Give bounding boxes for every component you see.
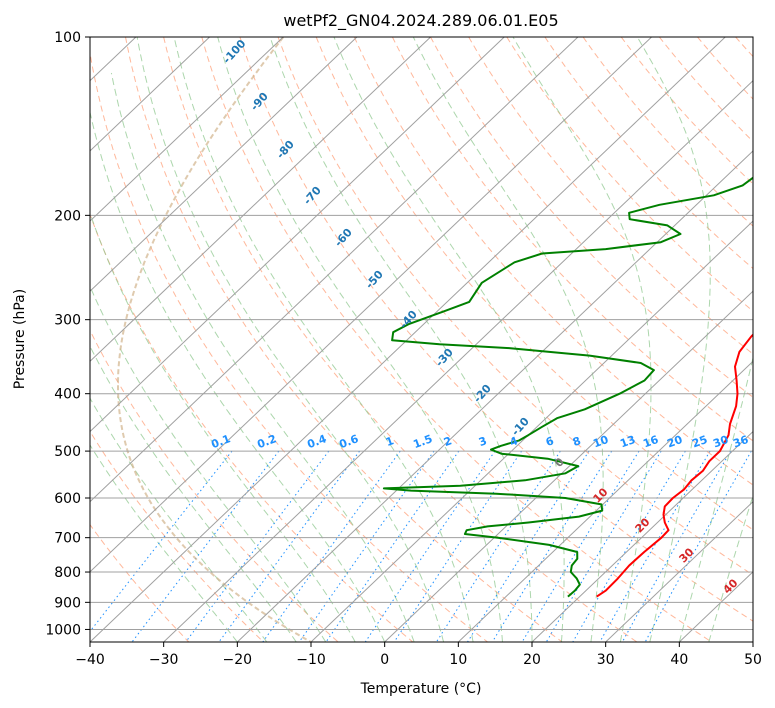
mixing-ratio-line [621, 450, 732, 642]
x-tick-label: −40 [75, 652, 105, 668]
dry-adiabat [582, 37, 753, 227]
isotherm-line [605, 500, 753, 642]
x-tick-label: 20 [523, 652, 541, 668]
mixing-ratio-label: 0.2 [255, 432, 278, 451]
special-isotherm [117, 37, 312, 642]
mixing-ratio-line [90, 450, 233, 633]
isotherm-line [384, 290, 753, 642]
plot-frame [89, 36, 754, 643]
isotherm-line [90, 37, 505, 433]
mixing-ratio-label: 0.1 [209, 432, 232, 451]
moist-adiabat [636, 37, 711, 642]
isotherm-line [531, 430, 753, 642]
dry-adiabat [315, 37, 753, 531]
x-tick-label: 50 [744, 652, 762, 668]
x-tick-label: 10 [449, 652, 467, 668]
y-tick-label: 700 [54, 531, 81, 547]
x-tick-label: 30 [597, 652, 615, 668]
isotherm-line [163, 80, 753, 642]
moist-adiabat [90, 444, 238, 642]
moist-adiabat [412, 37, 604, 642]
mixing-ratio-label: 4 [508, 434, 520, 449]
y-tick-label: 900 [54, 595, 81, 611]
mixing-ratio-label: 3 [477, 434, 489, 449]
dry-adiabat [353, 37, 753, 486]
isotherm-line [310, 220, 753, 642]
dewpoint-profile [382, 176, 753, 598]
mixing-ratio-label: 1.5 [411, 432, 434, 451]
isotherm-line [90, 37, 726, 642]
chart-title: wetPf2_GN04.2024.289.06.01.E05 [283, 11, 558, 31]
dry-adiabat [90, 212, 414, 642]
dry-adiabat [468, 37, 753, 355]
x-tick-label: −30 [149, 652, 179, 668]
mixing-ratio-line [218, 450, 361, 642]
isotherm-line [90, 37, 358, 292]
mixing-ratio-line [185, 450, 330, 642]
mixing-ratio-label: 0.6 [337, 432, 360, 451]
y-tick-label: 400 [54, 387, 81, 403]
moist-adiabat [90, 211, 356, 642]
x-tick-label: 40 [670, 652, 688, 668]
mixing-ratio-label: 6 [544, 434, 556, 449]
temperature-profile [596, 333, 753, 598]
mixing-ratio-label: 8 [571, 434, 583, 449]
dry-adiabat [506, 37, 753, 312]
mixing-ratio-label: 36 [731, 433, 750, 451]
dry-adiabat [90, 50, 488, 642]
isotherm-line [457, 360, 753, 642]
mixing-ratio-label: 2 [442, 434, 454, 449]
moist-adiabat [333, 37, 565, 642]
mixing-ratio-line [467, 450, 590, 642]
moist-adiabat [90, 109, 386, 642]
mixing-ratio-label: 10 [591, 433, 610, 451]
y-tick-label: 200 [54, 208, 81, 224]
moist-adiabat [512, 37, 652, 642]
isotherm-line [90, 37, 652, 573]
dry-adiabat [201, 37, 712, 642]
mixing-ratio-line [545, 450, 662, 642]
mixing-ratio-label: 13 [618, 433, 637, 450]
mixing-ratio-label: 25 [690, 433, 709, 450]
y-tick-label: 1000 [45, 622, 81, 638]
isotherm-line [90, 37, 284, 222]
isotherm-line [90, 37, 431, 363]
isotherm-line [90, 37, 579, 503]
x-tick-label: −10 [296, 652, 326, 668]
moist-adiabat [110, 72, 415, 642]
moist-adiabat [269, 37, 533, 642]
isotherm-line [236, 150, 753, 642]
isotherm-line [90, 37, 210, 152]
mixing-ratio-label: 30 [711, 433, 730, 451]
series-group [382, 176, 753, 598]
mixing-ratio-label: 0.4 [305, 432, 328, 451]
mixing-ratio-line [644, 450, 752, 642]
y-tick-label: 300 [54, 313, 81, 329]
moist-adiabat [217, 37, 503, 642]
x-axis: −40 −30 −20 −10 0 10 20 30 40 50 [75, 642, 762, 668]
x-tick-label: −20 [223, 652, 253, 668]
y-tick-label: 100 [54, 30, 81, 46]
y-axis-title: Pressure (hPa) [12, 289, 28, 389]
y-axis: 1000 900 800 700 600 500 400 300 200 100 [45, 30, 90, 638]
mixing-ratio-line [572, 450, 686, 642]
mixing-ratio-label: 16 [641, 433, 660, 451]
dry-adiabat [620, 37, 753, 185]
mixing-ratio-line [599, 450, 711, 642]
x-axis-title: Temperature (°C) [360, 681, 482, 697]
mixing-ratio-label: 20 [665, 433, 684, 451]
moist-adiabat [678, 355, 753, 642]
moist-adiabat [136, 37, 445, 642]
y-tick-label: 600 [54, 491, 81, 507]
x-tick-label: 0 [380, 652, 389, 668]
dry-adiabat [125, 37, 563, 642]
moist-adiabat [90, 397, 268, 642]
mixing-ratio-label: 1 [384, 434, 396, 449]
mixing-ratio-line [393, 450, 523, 642]
y-tick-label: 800 [54, 565, 81, 581]
y-tick-label: 500 [54, 444, 81, 460]
dry-adiabat [163, 37, 638, 642]
